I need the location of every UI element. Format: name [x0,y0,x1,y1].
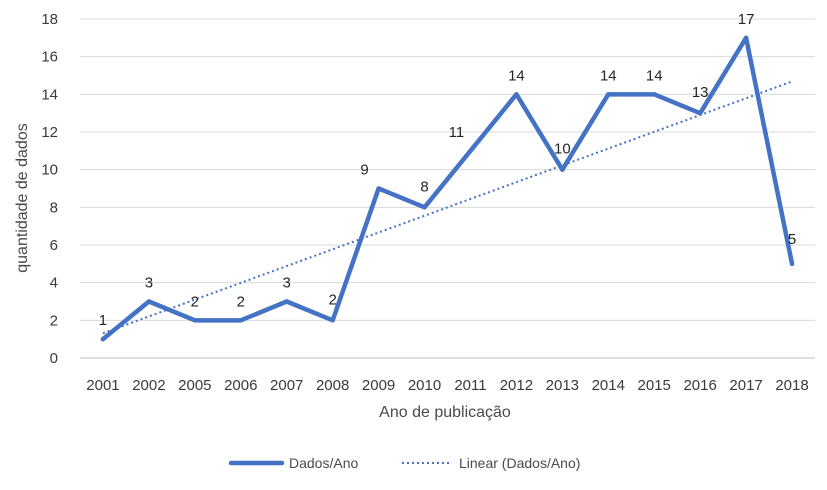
y-tick-label-0: 0 [50,350,58,367]
y-tick-label-14: 14 [41,86,58,103]
x-tick-label-2007: 2007 [270,377,303,394]
x-tick-label-2010: 2010 [408,377,441,394]
data-point-2011 [468,148,473,154]
data-label-2007: 3 [283,275,291,292]
data-label-2014: 14 [600,67,617,84]
x-tick-label-2016: 2016 [683,377,716,394]
y-tick-label-10: 10 [41,162,58,179]
data-point-2016 [697,110,703,116]
data-label-2002: 3 [145,275,153,292]
legend-item-series[interactable]: Dados/Ano [228,455,358,471]
data-label-2013: 10 [554,141,571,158]
data-label-2009: 9 [360,162,368,179]
data-label-2005: 2 [191,293,199,310]
y-tick-label-2: 2 [50,312,58,329]
legend-label-trendline: Linear (Dados/Ano) [459,455,580,471]
x-tick-label-2014: 2014 [592,377,625,394]
data-point-2009 [376,186,381,191]
y-tick-label-12: 12 [41,124,58,141]
data-label-2016: 13 [692,84,709,101]
y-tick-label-18: 18 [41,11,58,28]
trendline [102,80,793,335]
data-point-2012 [514,92,519,97]
x-tick-label-2017: 2017 [729,377,762,394]
data-label-2006: 2 [237,293,245,310]
data-point-2006 [238,318,243,323]
data-label-2001: 1 [99,312,107,329]
data-label-2017: 17 [738,11,755,28]
x-tick-label-2013: 2013 [546,377,579,394]
x-tick-label-2012: 2012 [500,377,533,394]
legend-label-series: Dados/Ano [289,455,358,471]
y-tick-label-16: 16 [41,49,58,66]
data-point-2001 [100,336,106,342]
data-point-2010 [422,205,427,210]
series-layer [100,35,795,342]
data-label-2011: 11 [449,124,465,141]
data-point-2018 [789,261,795,267]
data-point-2002 [146,299,152,304]
x-axis-ticks: 2001 2002 2005 2006 2007 2008 2009 2010 2011 2012… [86,377,808,394]
data-point-2013 [560,167,565,172]
legend-item-trendline[interactable]: Linear (Dados/Ano) [402,455,580,471]
data-label-2008: 2 [328,291,336,308]
x-tick-label-2006: 2006 [224,377,257,394]
x-tick-label-2009: 2009 [362,377,395,394]
y-axis-ticks: 0 2 4 6 8 10 12 14 16 18 [41,11,58,367]
series-line-dados-ano [100,35,795,342]
data-point-2007 [284,299,289,304]
y-tick-label-6: 6 [50,237,58,254]
x-tick-label-2008: 2008 [316,377,349,394]
data-point-2008 [330,318,335,323]
x-tick-label-2001: 2001 [86,377,119,394]
data-label-2015: 14 [646,67,663,84]
data-label-2012: 14 [508,67,525,84]
x-tick-label-2002: 2002 [132,377,165,394]
data-point-2017 [743,35,749,41]
data-point-2005 [192,318,198,323]
legend: Dados/Ano Linear (Dados/Ano) [228,455,580,471]
y-tick-label-8: 8 [50,199,58,216]
x-axis-title: Ano de publicação [379,404,511,421]
y-axis-title: quantidade de dados [14,123,31,272]
data-point-2015 [652,92,657,97]
x-tick-label-2005: 2005 [178,377,211,394]
x-tick-label-2018: 2018 [775,377,808,394]
y-tick-label-4: 4 [50,275,58,292]
data-point-2014 [606,92,611,97]
x-tick-label-2015: 2015 [638,377,671,394]
data-label-2010: 8 [420,178,428,195]
data-label-2018: 5 [788,231,796,248]
x-tick-label-2011: 2011 [454,377,486,394]
